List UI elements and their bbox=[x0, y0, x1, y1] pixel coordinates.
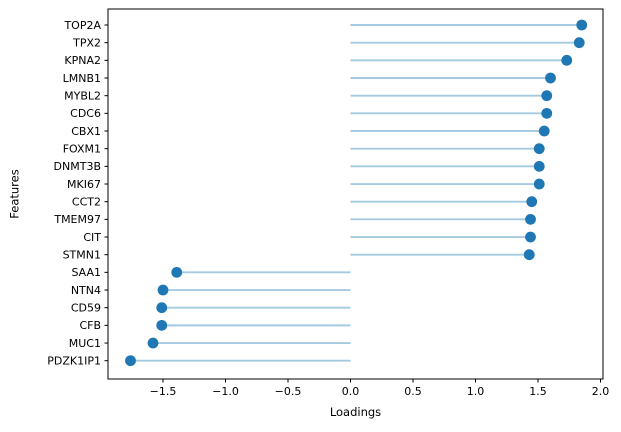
data-point-marker bbox=[576, 19, 588, 31]
y-tick-label: CDC6 bbox=[70, 107, 101, 120]
y-tick-label: CCT2 bbox=[72, 195, 101, 208]
y-axis-title: Features bbox=[7, 169, 22, 219]
data-point-marker bbox=[171, 266, 183, 278]
y-tick-label: LMNB1 bbox=[63, 72, 101, 85]
y-tick-label: TPX2 bbox=[72, 36, 101, 49]
markers-group bbox=[125, 19, 588, 367]
data-point-marker bbox=[533, 160, 545, 172]
y-tick-label: SAA1 bbox=[71, 266, 101, 279]
y-tick-label: TMEM97 bbox=[53, 213, 101, 226]
data-point-marker bbox=[525, 231, 536, 243]
plot-border bbox=[107, 8, 604, 380]
data-point-marker bbox=[523, 249, 535, 261]
data-point-marker bbox=[156, 319, 168, 331]
x-tick-label: 1.5 bbox=[529, 385, 547, 398]
data-point-marker bbox=[157, 284, 169, 296]
data-point-marker bbox=[147, 337, 159, 349]
x-tick-label: 0.5 bbox=[404, 385, 422, 398]
x-tick-label: −1.5 bbox=[150, 385, 177, 398]
stems-group bbox=[130, 24, 582, 362]
data-point-marker bbox=[533, 178, 545, 190]
y-tick-label: CBX1 bbox=[71, 125, 101, 138]
y-tick-label: KPNA2 bbox=[64, 54, 101, 67]
y-tick-label: DNMT3B bbox=[54, 160, 101, 173]
y-tick-label: FOXM1 bbox=[63, 142, 101, 155]
data-point-marker bbox=[125, 355, 136, 367]
data-point-marker bbox=[538, 125, 550, 137]
x-tick-label: 0.0 bbox=[342, 385, 360, 398]
data-point-marker bbox=[573, 37, 585, 49]
x-tick-label: 2.0 bbox=[592, 385, 610, 398]
data-point-marker bbox=[541, 107, 553, 119]
y-tick-label: STMN1 bbox=[63, 248, 101, 261]
y-tick-label: TOP2A bbox=[63, 19, 101, 32]
x-tick-label: −1.0 bbox=[212, 385, 239, 398]
y-tick-label: MYBL2 bbox=[64, 89, 101, 102]
axes-group: −1.5 −1.0 −0.5 0.0 0.5 1.0 1.5 2.0 TOP2A TPX2 KPNA… bbox=[47, 8, 610, 398]
y-tick-label: CD59 bbox=[71, 301, 101, 314]
data-point-marker bbox=[156, 302, 168, 314]
data-point-marker bbox=[526, 196, 538, 208]
y-tick-label: CFB bbox=[79, 319, 101, 332]
y-tick-label: CIT bbox=[83, 231, 101, 244]
data-point-marker bbox=[561, 54, 573, 66]
y-tick-label: NTN4 bbox=[71, 284, 101, 297]
data-point-marker bbox=[545, 72, 556, 84]
x-tick-label: −0.5 bbox=[275, 385, 302, 398]
data-point-marker bbox=[541, 90, 553, 102]
y-tick-label: MKI67 bbox=[67, 178, 101, 191]
data-point-marker bbox=[533, 143, 545, 155]
data-point-marker bbox=[525, 213, 536, 225]
x-tick-label: 1.0 bbox=[467, 385, 485, 398]
x-axis-title: Loadings bbox=[329, 405, 382, 419]
y-tick-label: PDZK1IP1 bbox=[47, 355, 101, 368]
y-tick-label: MUC1 bbox=[69, 337, 101, 350]
